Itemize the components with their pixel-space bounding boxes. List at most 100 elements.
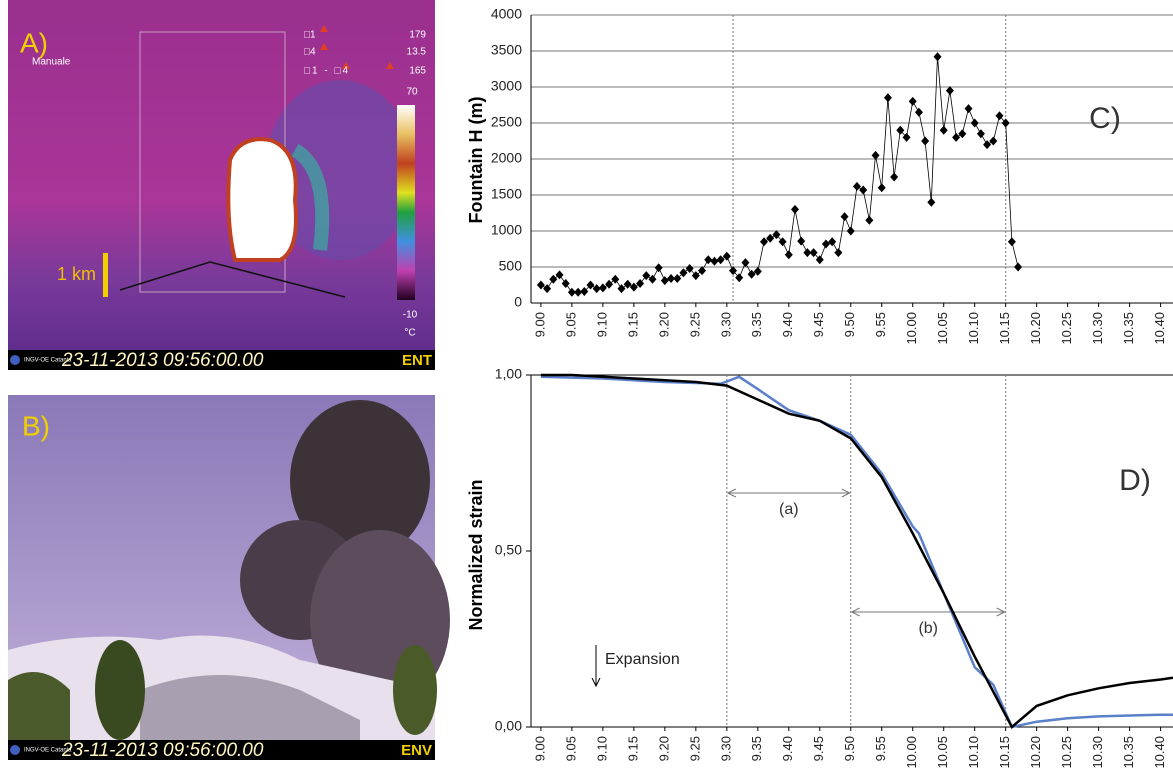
x-tick-label: 9.20 xyxy=(656,312,671,337)
x-tick-label: 9.35 xyxy=(749,736,764,761)
source: INGV-OE Catania xyxy=(24,358,72,364)
marker xyxy=(605,279,614,289)
x-tick-label: 9.55 xyxy=(873,312,888,337)
scale-min: -10 xyxy=(403,310,418,321)
span-label: (b) xyxy=(918,620,938,637)
x-tick-label: 9.05 xyxy=(563,736,578,761)
x-tick-label: 9.45 xyxy=(811,736,826,761)
x-tick-label: 10.00 xyxy=(904,736,919,769)
legend-value: 165 xyxy=(409,66,426,77)
series-line xyxy=(540,373,1173,729)
marker xyxy=(1001,118,1010,128)
timestamp: 23-11-2013 09:56:00.00 xyxy=(61,740,264,761)
y-tick-label: 2000 xyxy=(491,150,522,166)
y-tick-label: 2500 xyxy=(491,114,522,130)
x-tick-label: 10.10 xyxy=(966,312,981,345)
y-tick-label: 1500 xyxy=(491,186,522,202)
panel-label: B) xyxy=(22,410,50,441)
x-tick-label: 9.05 xyxy=(563,312,578,337)
marker xyxy=(902,132,911,142)
marker xyxy=(976,129,985,139)
marker xyxy=(586,280,595,290)
marker xyxy=(945,86,954,96)
marker xyxy=(803,248,812,258)
y-tick-label: 3500 xyxy=(491,42,522,58)
marker xyxy=(654,263,663,273)
marker xyxy=(691,271,700,281)
y-tick-label: 0,00 xyxy=(495,718,522,734)
x-tick-label: 9.25 xyxy=(687,736,702,761)
marker xyxy=(729,266,738,276)
channel: ENV xyxy=(401,742,432,759)
thermal-image: A) Manuale □1 □4 □1 - □4 179 13.5 165 70… xyxy=(8,0,435,371)
x-tick-label: 9.00 xyxy=(532,312,547,337)
marker xyxy=(567,287,576,297)
marker xyxy=(598,283,607,293)
marker xyxy=(561,279,570,289)
marker xyxy=(883,93,892,103)
x-tick-label: 10.35 xyxy=(1121,312,1136,345)
marker xyxy=(753,266,762,276)
marker xyxy=(555,270,564,280)
marker xyxy=(958,129,967,139)
marker xyxy=(852,181,861,191)
series-line xyxy=(540,375,1173,729)
x-tick-label: 9.25 xyxy=(687,312,702,337)
marker xyxy=(667,274,676,284)
arrow-head xyxy=(850,607,1006,617)
marker xyxy=(698,266,707,276)
x-tick-label: 9.40 xyxy=(780,736,795,761)
y-tick-label: 3000 xyxy=(491,78,522,94)
marker xyxy=(636,279,645,289)
y-tick-label: 500 xyxy=(499,258,523,274)
x-tick-label: 10.20 xyxy=(1028,736,1043,769)
marker xyxy=(673,274,682,284)
x-tick-label: 9.50 xyxy=(842,736,857,761)
marker xyxy=(983,140,992,150)
span-label: (a) xyxy=(779,501,799,518)
marker xyxy=(772,230,781,240)
arrow-head xyxy=(591,677,601,688)
marker xyxy=(964,104,973,114)
marker xyxy=(797,236,806,246)
marker xyxy=(859,185,868,195)
legend-value: 179 xyxy=(409,30,426,41)
marker xyxy=(989,136,998,146)
legend-value: 13.5 xyxy=(407,47,427,58)
marker xyxy=(629,282,638,292)
marker xyxy=(722,251,731,261)
marker xyxy=(741,258,750,268)
x-tick-label: 9.40 xyxy=(780,312,795,337)
marker xyxy=(543,284,552,294)
x-tick-label: 10.20 xyxy=(1028,312,1043,345)
marker xyxy=(952,132,961,142)
marker xyxy=(735,273,744,283)
webcam-image: B) INGV-OE Catania 23-11-2013 09:56:00.0… xyxy=(8,395,450,761)
legend: □4 xyxy=(304,47,316,58)
marker xyxy=(685,263,694,273)
marker xyxy=(574,287,583,297)
legend: □1 xyxy=(304,30,316,41)
marker xyxy=(896,125,905,135)
x-tick-label: 10.35 xyxy=(1121,736,1136,769)
marker xyxy=(877,183,886,193)
panel-label: D) xyxy=(1119,464,1151,497)
x-tick-label: 10.25 xyxy=(1059,736,1074,769)
marker xyxy=(549,274,558,284)
marker xyxy=(592,284,601,294)
marker xyxy=(821,239,830,249)
marker xyxy=(939,125,948,135)
x-tick-label: 9.20 xyxy=(656,736,671,761)
marker xyxy=(809,248,818,258)
marker xyxy=(766,233,775,243)
charts: 0 500 1000 1500 2000 2500 3000 3500 4000 9.00 9.05… xyxy=(466,6,1173,769)
marker xyxy=(834,248,843,258)
y-tick-label: 0,50 xyxy=(495,542,522,558)
channel: ENT xyxy=(402,352,432,369)
scale-max: 70 xyxy=(406,87,418,98)
x-tick-label: 10.05 xyxy=(935,312,950,345)
x-tick-label: 9.00 xyxy=(532,736,547,761)
marker xyxy=(617,284,626,294)
y-tick-label: 1,00 xyxy=(495,366,522,382)
